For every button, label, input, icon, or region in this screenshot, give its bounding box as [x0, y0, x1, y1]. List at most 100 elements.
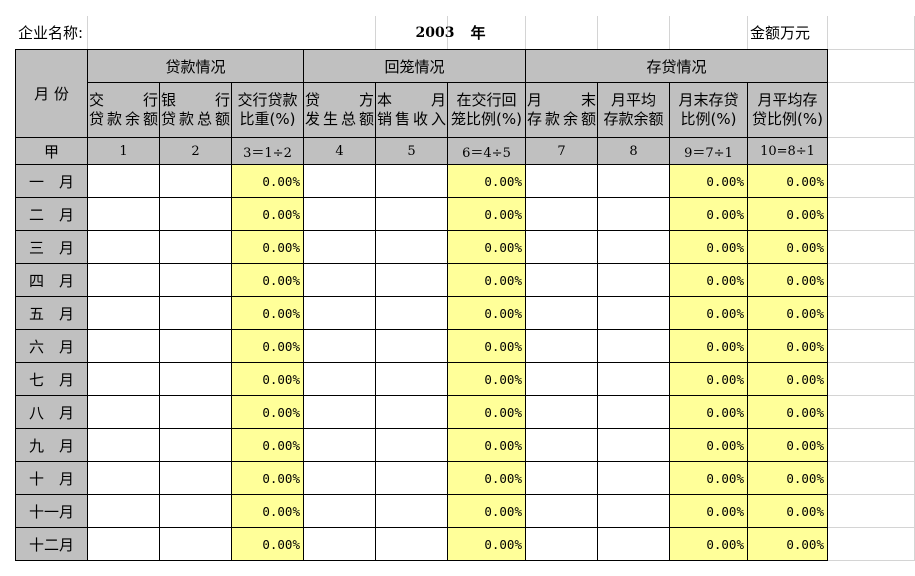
- ratio-cell[interactable]: 0.00%: [232, 462, 304, 495]
- sheet-cell[interactable]: [828, 297, 915, 330]
- data-cell[interactable]: [376, 264, 448, 297]
- data-cell[interactable]: [160, 264, 232, 297]
- ratio-cell[interactable]: 0.00%: [748, 495, 828, 528]
- ratio-cell[interactable]: 0.00%: [232, 231, 304, 264]
- data-cell[interactable]: [88, 165, 160, 198]
- data-cell[interactable]: [376, 396, 448, 429]
- ratio-cell[interactable]: 0.00%: [448, 429, 526, 462]
- data-cell[interactable]: [160, 429, 232, 462]
- data-cell[interactable]: [526, 528, 598, 561]
- ratio-cell[interactable]: 0.00%: [670, 363, 748, 396]
- ratio-cell[interactable]: 0.00%: [670, 231, 748, 264]
- sheet-cell[interactable]: [828, 495, 915, 528]
- ratio-cell[interactable]: 0.00%: [670, 528, 748, 561]
- data-cell[interactable]: [526, 429, 598, 462]
- sheet-cell[interactable]: [828, 231, 915, 264]
- sheet-cell[interactable]: [828, 50, 915, 83]
- ratio-cell[interactable]: 0.00%: [748, 165, 828, 198]
- ratio-cell[interactable]: 0.00%: [670, 429, 748, 462]
- data-cell[interactable]: [526, 264, 598, 297]
- ratio-cell[interactable]: 0.00%: [232, 396, 304, 429]
- data-cell[interactable]: [160, 231, 232, 264]
- sheet-cell[interactable]: [828, 396, 915, 429]
- ratio-cell[interactable]: 0.00%: [748, 363, 828, 396]
- data-cell[interactable]: [526, 462, 598, 495]
- data-cell[interactable]: [376, 231, 448, 264]
- data-cell[interactable]: [88, 528, 160, 561]
- ratio-cell[interactable]: 0.00%: [448, 231, 526, 264]
- ratio-cell[interactable]: 0.00%: [448, 495, 526, 528]
- data-cell[interactable]: [376, 462, 448, 495]
- ratio-cell[interactable]: 0.00%: [232, 165, 304, 198]
- data-cell[interactable]: [160, 495, 232, 528]
- data-cell[interactable]: [376, 429, 448, 462]
- data-cell[interactable]: [304, 495, 376, 528]
- ratio-cell[interactable]: 0.00%: [232, 330, 304, 363]
- sheet-cell[interactable]: [828, 429, 915, 462]
- sheet-cell[interactable]: [828, 264, 915, 297]
- data-cell[interactable]: [304, 297, 376, 330]
- data-cell[interactable]: [160, 528, 232, 561]
- ratio-cell[interactable]: 0.00%: [448, 165, 526, 198]
- data-cell[interactable]: [526, 297, 598, 330]
- data-cell[interactable]: [598, 396, 670, 429]
- data-cell[interactable]: [598, 495, 670, 528]
- sheet-cell[interactable]: [670, 16, 748, 50]
- data-cell[interactable]: [376, 330, 448, 363]
- ratio-cell[interactable]: 0.00%: [670, 330, 748, 363]
- sheet-cell[interactable]: [598, 16, 670, 50]
- ratio-cell[interactable]: 0.00%: [748, 429, 828, 462]
- data-cell[interactable]: [304, 198, 376, 231]
- data-cell[interactable]: [376, 363, 448, 396]
- data-cell[interactable]: [304, 462, 376, 495]
- ratio-cell[interactable]: 0.00%: [232, 495, 304, 528]
- data-cell[interactable]: [526, 330, 598, 363]
- data-cell[interactable]: [160, 363, 232, 396]
- ratio-cell[interactable]: 0.00%: [670, 297, 748, 330]
- ratio-cell[interactable]: 0.00%: [748, 264, 828, 297]
- ratio-cell[interactable]: 0.00%: [232, 429, 304, 462]
- sheet-cell[interactable]: [828, 165, 915, 198]
- ratio-cell[interactable]: 0.00%: [448, 264, 526, 297]
- data-cell[interactable]: [304, 429, 376, 462]
- ratio-cell[interactable]: 0.00%: [748, 396, 828, 429]
- ratio-cell[interactable]: 0.00%: [448, 528, 526, 561]
- data-cell[interactable]: [160, 330, 232, 363]
- ratio-cell[interactable]: 0.00%: [670, 264, 748, 297]
- sheet-cell[interactable]: [828, 138, 915, 165]
- ratio-cell[interactable]: 0.00%: [670, 396, 748, 429]
- data-cell[interactable]: [376, 495, 448, 528]
- sheet-cell[interactable]: [828, 462, 915, 495]
- ratio-cell[interactable]: 0.00%: [448, 297, 526, 330]
- ratio-cell[interactable]: 0.00%: [448, 330, 526, 363]
- data-cell[interactable]: [88, 462, 160, 495]
- data-cell[interactable]: [160, 297, 232, 330]
- data-cell[interactable]: [598, 231, 670, 264]
- ratio-cell[interactable]: 0.00%: [232, 198, 304, 231]
- data-cell[interactable]: [598, 165, 670, 198]
- data-cell[interactable]: [526, 231, 598, 264]
- ratio-cell[interactable]: 0.00%: [670, 198, 748, 231]
- data-cell[interactable]: [160, 396, 232, 429]
- ratio-cell[interactable]: 0.00%: [748, 330, 828, 363]
- data-cell[interactable]: [160, 198, 232, 231]
- data-cell[interactable]: [304, 165, 376, 198]
- data-cell[interactable]: [526, 396, 598, 429]
- ratio-cell[interactable]: 0.00%: [670, 495, 748, 528]
- ratio-cell[interactable]: 0.00%: [748, 528, 828, 561]
- data-cell[interactable]: [526, 363, 598, 396]
- ratio-cell[interactable]: 0.00%: [232, 297, 304, 330]
- data-cell[interactable]: [526, 198, 598, 231]
- sheet-cell[interactable]: [828, 83, 915, 138]
- sheet-cell[interactable]: [828, 16, 915, 50]
- sheet-cell[interactable]: [526, 16, 598, 50]
- sheet-cell[interactable]: [828, 330, 915, 363]
- ratio-cell[interactable]: 0.00%: [670, 165, 748, 198]
- ratio-cell[interactable]: 0.00%: [748, 297, 828, 330]
- ratio-cell[interactable]: 0.00%: [670, 462, 748, 495]
- data-cell[interactable]: [160, 165, 232, 198]
- data-cell[interactable]: [526, 165, 598, 198]
- ratio-cell[interactable]: 0.00%: [448, 396, 526, 429]
- data-cell[interactable]: [598, 462, 670, 495]
- data-cell[interactable]: [598, 429, 670, 462]
